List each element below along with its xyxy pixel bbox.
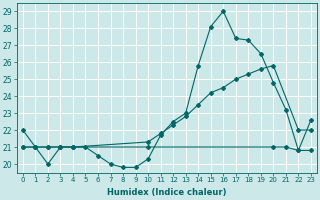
X-axis label: Humidex (Indice chaleur): Humidex (Indice chaleur) (107, 188, 227, 197)
